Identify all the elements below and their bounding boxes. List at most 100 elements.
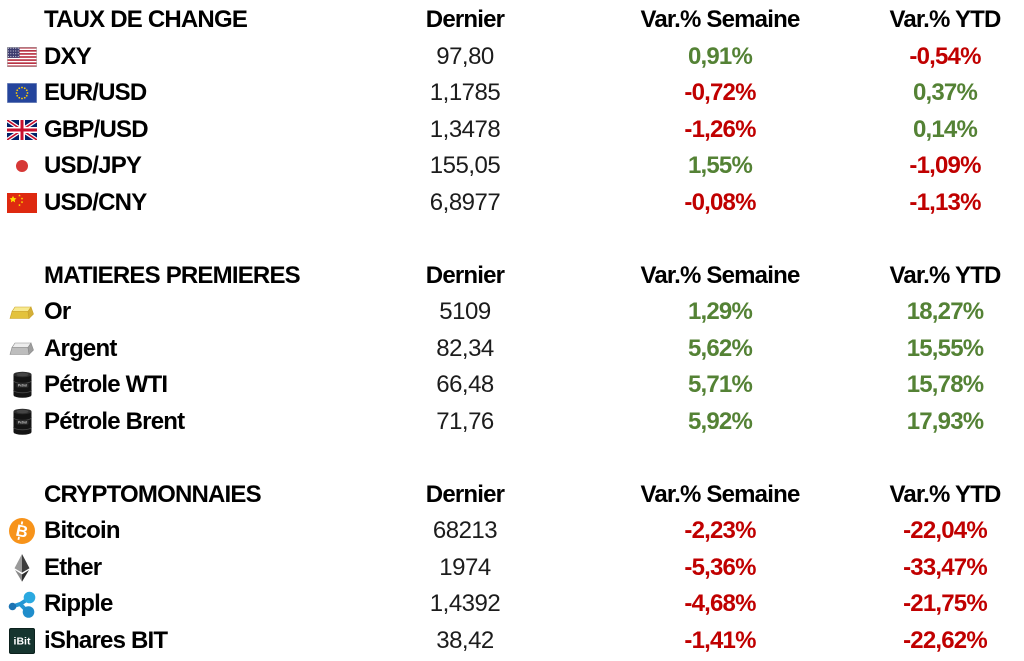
ibit-icon: iBit — [5, 627, 39, 654]
week-change-value: -4,68% — [684, 590, 756, 618]
instrument-cell: Ripple — [0, 590, 360, 618]
instrument-label: USD/JPY — [44, 152, 142, 180]
uk-flag-icon — [5, 119, 39, 140]
instrument-label: Ripple — [44, 590, 113, 618]
last-value: 66,48 — [436, 371, 494, 399]
instrument-cell: Or — [0, 298, 360, 326]
last-value: 71,76 — [436, 407, 494, 435]
instrument-label: GBP/USD — [44, 115, 149, 143]
last-value: 5109 — [439, 298, 491, 326]
instrument-label: DXY — [44, 42, 92, 70]
table-row: B Bitcoin 68213 -2,23% -22,04% — [0, 513, 1024, 550]
ytd-change-value: -21,75% — [903, 590, 988, 618]
ytd-change-value: -1,13% — [909, 188, 981, 216]
svg-text:iBit: iBit — [14, 635, 31, 647]
week-change-value: -1,26% — [684, 115, 756, 143]
section-rows: B Bitcoin 68213 -2,23% -22,04% Ether 197… — [0, 513, 1024, 659]
ytd-change-value: 0,14% — [912, 115, 978, 143]
week-change-value: 1,55% — [687, 152, 753, 180]
instrument-cell: Petrol Pétrole WTI — [0, 371, 360, 399]
week-change-value: -2,23% — [684, 517, 756, 545]
table-row: EUR/USD 1,1785 -0,72% 0,37% — [0, 75, 1024, 112]
bitcoin-icon: B — [5, 517, 39, 545]
last-value: 1,4392 — [429, 590, 501, 618]
ytd-change-value: 15,55% — [906, 334, 984, 362]
instrument-cell: Argent — [0, 335, 360, 363]
instrument-label: Pétrole Brent — [44, 407, 185, 435]
eu-flag-icon — [5, 83, 39, 104]
instrument-cell: B Bitcoin — [0, 517, 360, 545]
section-rows: DXY 97,80 0,91% -0,54% EUR/USD 1,1785 -0… — [0, 39, 1024, 222]
section-title: MATIERES PREMIERES — [44, 261, 301, 289]
svg-text:B: B — [14, 522, 29, 542]
last-value: 68213 — [432, 517, 498, 545]
instrument-label: Ether — [44, 553, 102, 581]
column-header-var-semaine: Var.% Semaine — [640, 480, 800, 508]
instrument-label: Argent — [44, 334, 117, 362]
column-header-var-ytd: Var.% YTD — [889, 6, 1001, 34]
week-change-value: -1,41% — [684, 626, 756, 654]
instrument-cell: GBP/USD — [0, 116, 360, 144]
table-row: Ripple 1,4392 -4,68% -21,75% — [0, 586, 1024, 623]
table-row: Petrol Pétrole WTI 66,48 5,71% 15,78% — [0, 367, 1024, 404]
week-change-value: -5,36% — [684, 553, 756, 581]
ethereum-icon — [5, 553, 39, 583]
table-row: GBP/USD 1,3478 -1,26% 0,14% — [0, 112, 1024, 149]
section-rows: Or 5109 1,29% 18,27% Argent 82,34 5,62% … — [0, 294, 1024, 440]
week-change-value: 1,29% — [687, 298, 753, 326]
week-change-value: 5,71% — [687, 371, 753, 399]
instrument-cell: Ether — [0, 553, 360, 583]
instrument-label: Pétrole WTI — [44, 371, 168, 399]
oil-barrel-icon: Petrol — [5, 371, 39, 399]
week-change-value: -0,72% — [684, 79, 756, 107]
instrument-label: USD/CNY — [44, 188, 147, 216]
table-row: Or 5109 1,29% 18,27% — [0, 294, 1024, 331]
section-header-row: TAUX DE CHANGE Dernier Var.% Semaine Var… — [0, 2, 1024, 39]
column-header-var-ytd: Var.% YTD — [889, 480, 1001, 508]
ripple-icon — [5, 591, 39, 618]
column-header-var-semaine: Var.% Semaine — [640, 6, 800, 34]
market-section: TAUX DE CHANGE Dernier Var.% Semaine Var… — [0, 2, 1024, 221]
market-section: MATIERES PREMIERES Dernier Var.% Semaine… — [0, 258, 1024, 441]
last-value: 6,8977 — [429, 188, 501, 216]
column-header-dernier: Dernier — [425, 261, 505, 289]
week-change-value: 5,62% — [687, 334, 753, 362]
ytd-change-value: 0,37% — [912, 79, 978, 107]
ytd-change-value: -1,09% — [909, 152, 981, 180]
last-value: 1,3478 — [429, 115, 501, 143]
column-header-dernier: Dernier — [425, 480, 505, 508]
ytd-change-value: -22,04% — [903, 517, 988, 545]
instrument-cell: iBit iShares BIT — [0, 627, 360, 655]
ytd-change-value: -22,62% — [903, 626, 988, 654]
svg-text:Petrol: Petrol — [17, 384, 26, 388]
ytd-change-value: -33,47% — [903, 553, 988, 581]
last-value: 97,80 — [436, 42, 494, 70]
oil-barrel-icon: Petrol — [5, 408, 39, 436]
week-change-value: -0,08% — [684, 188, 756, 216]
instrument-cell: USD/CNY — [0, 189, 360, 217]
last-value: 155,05 — [429, 152, 501, 180]
table-row: iBit iShares BIT 38,42 -1,41% -22,62% — [0, 623, 1024, 660]
week-change-value: 5,92% — [687, 407, 753, 435]
us-flag-icon — [5, 46, 39, 67]
table-row: Petrol Pétrole Brent 71,76 5,92% 17,93% — [0, 404, 1024, 441]
instrument-label: Bitcoin — [44, 517, 121, 545]
instrument-cell: DXY — [0, 43, 360, 71]
japan-flag-icon — [5, 156, 39, 176]
ytd-change-value: 17,93% — [906, 407, 984, 435]
table-row: DXY 97,80 0,91% -0,54% — [0, 39, 1024, 76]
svg-text:Petrol: Petrol — [17, 420, 26, 424]
table-row: USD/CNY 6,8977 -0,08% -1,13% — [0, 185, 1024, 222]
table-row: Argent 82,34 5,62% 15,55% — [0, 331, 1024, 368]
market-section: CRYPTOMONNAIES Dernier Var.% Semaine Var… — [0, 477, 1024, 660]
ytd-change-value: 15,78% — [906, 371, 984, 399]
silver-bar-icon — [5, 338, 39, 359]
china-flag-icon — [5, 192, 39, 213]
section-title: CRYPTOMONNAIES — [44, 480, 262, 508]
ytd-change-value: -0,54% — [909, 42, 981, 70]
instrument-cell: USD/JPY — [0, 152, 360, 180]
gold-bar-icon — [5, 302, 39, 323]
instrument-label: Or — [44, 298, 71, 326]
column-header-var-semaine: Var.% Semaine — [640, 261, 800, 289]
